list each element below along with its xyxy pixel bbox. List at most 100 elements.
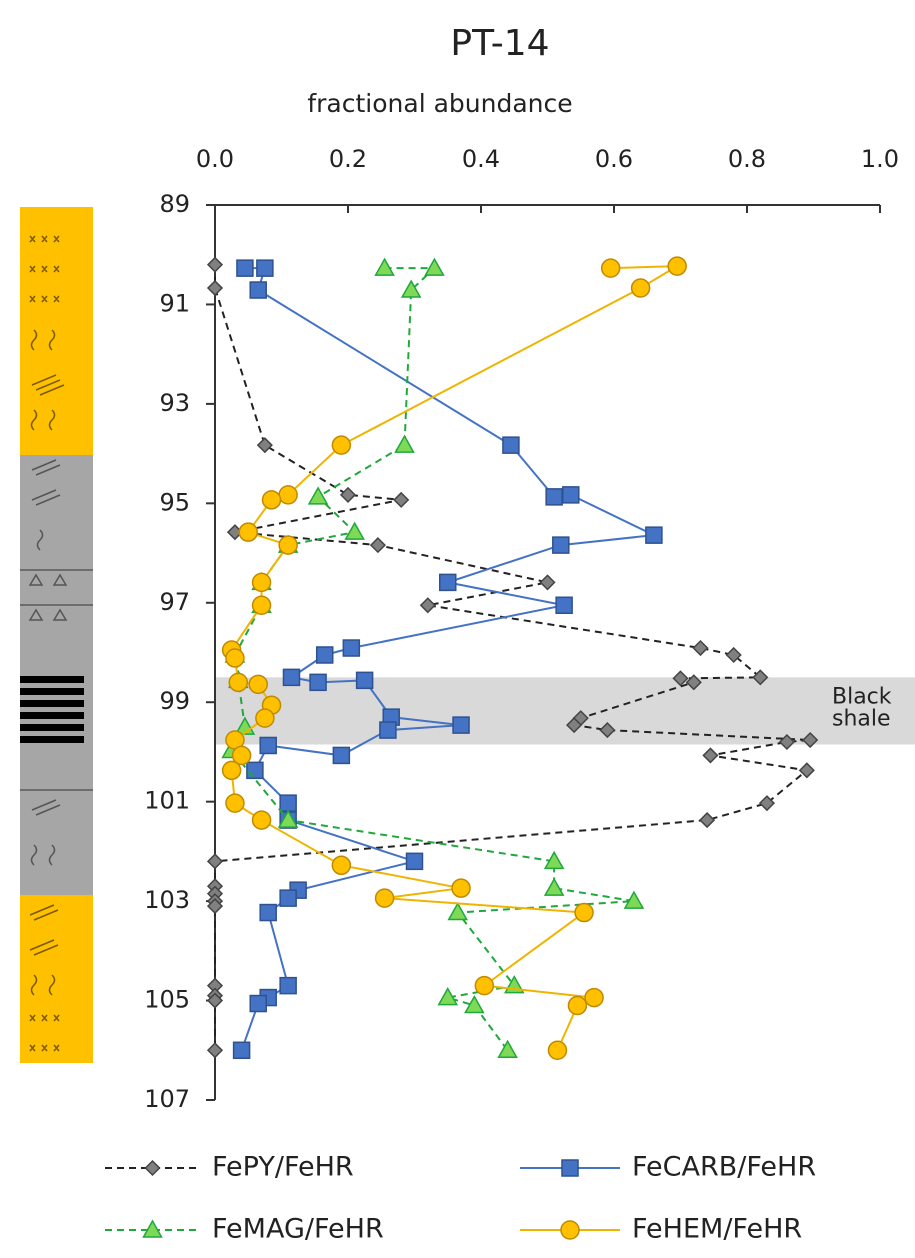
data-point bbox=[249, 281, 267, 299]
data-point bbox=[278, 485, 298, 505]
data-point bbox=[279, 889, 297, 907]
data-point bbox=[552, 536, 570, 554]
data-point bbox=[251, 595, 272, 616]
series-line bbox=[230, 267, 635, 1051]
data-point bbox=[278, 535, 298, 555]
data-point bbox=[630, 278, 651, 298]
data-point bbox=[344, 521, 365, 540]
y-tick-label: 103 bbox=[144, 886, 190, 914]
data-point bbox=[331, 435, 352, 455]
data-point bbox=[261, 490, 282, 510]
data-point bbox=[228, 672, 249, 693]
x-tick-label: 0.0 bbox=[196, 145, 234, 173]
data-point bbox=[259, 736, 277, 755]
data-point bbox=[464, 994, 485, 1014]
data-point bbox=[355, 671, 374, 690]
legend-marker bbox=[144, 1159, 161, 1177]
chart-title: PT-14 bbox=[450, 23, 549, 64]
data-point bbox=[447, 902, 469, 921]
data-point bbox=[221, 760, 242, 781]
data-point bbox=[238, 522, 258, 542]
y-tick-label: 95 bbox=[159, 488, 190, 516]
data-point bbox=[692, 639, 709, 657]
y-tick-label: 99 bbox=[159, 687, 190, 715]
data-point bbox=[752, 669, 769, 686]
data-point bbox=[231, 745, 252, 766]
data-point bbox=[206, 853, 224, 870]
data-point bbox=[206, 1042, 224, 1059]
data-point bbox=[279, 794, 297, 812]
legend-marker bbox=[560, 1220, 580, 1240]
y-tick-label: 105 bbox=[144, 986, 190, 1014]
y-tick-label: 97 bbox=[159, 588, 190, 616]
data-point bbox=[374, 888, 395, 908]
data-point bbox=[555, 596, 573, 615]
data-point bbox=[379, 721, 397, 739]
data-point bbox=[645, 526, 663, 544]
data-point bbox=[672, 670, 689, 687]
data-point bbox=[584, 987, 604, 1008]
data-point bbox=[369, 537, 386, 554]
data-point bbox=[599, 722, 616, 739]
data-point bbox=[400, 279, 422, 298]
data-point bbox=[307, 486, 329, 505]
data-point bbox=[539, 574, 556, 591]
x-tick-label: 0.2 bbox=[329, 145, 367, 173]
data-point bbox=[332, 746, 351, 765]
data-point bbox=[342, 639, 361, 657]
data-point bbox=[699, 812, 716, 829]
legend-label: FeHEM/FeHR bbox=[632, 1214, 802, 1245]
x-tick-label: 0.8 bbox=[728, 145, 766, 173]
data-point bbox=[256, 437, 273, 454]
data-point bbox=[452, 716, 470, 734]
x-axis-label: fractional abundance bbox=[307, 89, 572, 118]
x-tick-label: 0.4 bbox=[462, 145, 500, 173]
data-point bbox=[623, 890, 645, 909]
series-line bbox=[240, 267, 658, 1051]
legend-label: FeCARB/FeHR bbox=[632, 1152, 816, 1183]
shaded-band bbox=[215, 677, 915, 745]
data-point bbox=[248, 674, 268, 695]
x-tick-label: 1.0 bbox=[861, 145, 899, 173]
data-point bbox=[256, 259, 274, 277]
data-point bbox=[251, 810, 272, 830]
data-point bbox=[600, 258, 621, 278]
data-point bbox=[667, 256, 687, 276]
data-point bbox=[374, 257, 395, 276]
data-point bbox=[424, 257, 445, 276]
y-tick-label: 107 bbox=[144, 1085, 190, 1113]
data-point bbox=[502, 436, 520, 454]
data-point bbox=[339, 486, 357, 503]
legend-label: FeMAG/FeHR bbox=[212, 1214, 384, 1245]
data-point bbox=[547, 1040, 568, 1061]
data-point bbox=[206, 992, 224, 1009]
data-point bbox=[236, 259, 254, 277]
data-point bbox=[725, 646, 742, 664]
data-point bbox=[798, 762, 815, 779]
strat-column bbox=[20, 207, 93, 1063]
y-tick-label: 101 bbox=[144, 787, 190, 815]
series-line bbox=[230, 265, 681, 1051]
data-point bbox=[451, 878, 471, 898]
data-point bbox=[255, 708, 275, 728]
legend-marker bbox=[142, 1219, 163, 1238]
series-line bbox=[214, 264, 811, 1051]
data-point bbox=[279, 976, 297, 995]
data-point bbox=[331, 855, 352, 876]
data-point bbox=[394, 434, 415, 453]
data-point bbox=[437, 987, 459, 1006]
data-point bbox=[259, 903, 277, 922]
data-point bbox=[405, 852, 424, 871]
band-label: Black bbox=[832, 684, 892, 709]
data-point bbox=[232, 1041, 251, 1060]
y-tick-label: 89 bbox=[159, 190, 190, 218]
data-point bbox=[685, 674, 702, 691]
legend-marker bbox=[561, 1159, 579, 1177]
data-point bbox=[574, 902, 594, 923]
data-point bbox=[758, 795, 776, 812]
data-point bbox=[474, 975, 495, 996]
data-point bbox=[206, 256, 224, 273]
data-point bbox=[393, 491, 410, 508]
legend-label: FePY/FeHR bbox=[212, 1152, 354, 1183]
